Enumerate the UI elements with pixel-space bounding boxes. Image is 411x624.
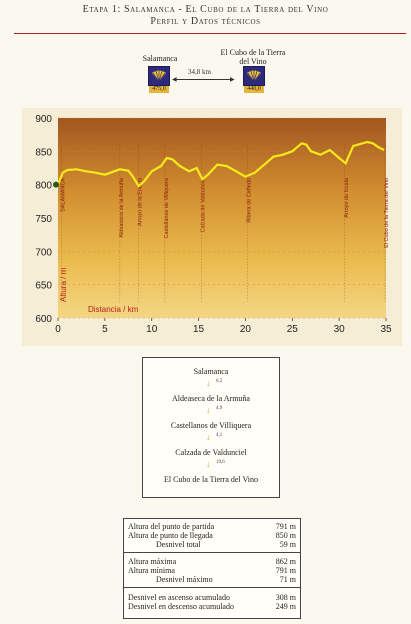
y-tick-label: 750 (35, 214, 52, 225)
x-tick-label: 30 (334, 324, 346, 335)
route-segment-1: 6,2 (216, 379, 223, 384)
route-stop-1: Salamanca (193, 367, 229, 376)
header-divider (14, 33, 406, 34)
y-axis-label: Altura / m (59, 267, 68, 302)
stat-value: 791 m (275, 566, 296, 575)
stat-label: Altura de punto de llegada (128, 531, 213, 540)
x-tick-label: 25 (287, 324, 299, 335)
stat-label: Desnivel máximo (156, 575, 213, 584)
stat-row: Altura mínima 791 m (128, 566, 296, 575)
route-list-box: Salamanca ↓ 6,2 Aldeaseca de la Armuña ↓… (142, 357, 280, 498)
route-stop-3: Castellanos de Villiquera (170, 421, 252, 430)
route-segment-4: 19,6 (216, 460, 225, 465)
waypoint-annotation: SALAMANCA (61, 178, 67, 212)
arrow-right-icon: ▶ (230, 77, 235, 83)
stat-label: Altura mínima (128, 566, 175, 575)
waypoint-annotation: Castellanos de Villiquera (164, 177, 170, 238)
arrow-down-icon: ↓ (206, 432, 211, 442)
technical-data-box: Altura del punto de partida 791 m Altura… (123, 518, 301, 619)
stat-row: Altura máxima 862 m (128, 557, 296, 566)
route-segment-2: 4,9 (216, 406, 223, 411)
route-stop-2: Aldeaseca de la Armuña (172, 394, 250, 403)
y-tick-label: 850 (35, 147, 52, 158)
start-place-name: Salamanca (142, 54, 178, 63)
route-segment-3: 4,1 (216, 433, 223, 438)
stats-divider (124, 587, 300, 588)
y-tick-label: 900 (35, 114, 52, 125)
x-tick-label: 15 (193, 324, 205, 335)
arrow-down-icon: ↓ (206, 378, 211, 388)
stat-label: Desnivel en ascenso acumulado (128, 593, 230, 602)
plot-area (58, 118, 386, 318)
route-stop-5: El Cubo de la Tierra del Vino (163, 475, 259, 484)
start-scallop-shell-icon (148, 66, 170, 86)
distance-arrow (176, 79, 232, 80)
stat-value: 308 m (275, 593, 296, 602)
stage-title: Etapa 1: Salamanca - El Cubo de la Tierr… (82, 4, 329, 15)
x-tick-label: 20 (240, 324, 252, 335)
end-place-name: El Cubo de la Tierra del Vino (220, 48, 286, 66)
x-tick-label: 35 (380, 324, 392, 335)
x-tick-label: 10 (146, 324, 158, 335)
elevation-line (56, 140, 385, 188)
elevation-profile-chart: SALAMANCA Aldeaseca de la Armuña Arroyo de… (22, 108, 402, 346)
stats-divider (124, 552, 300, 553)
stat-value: 59 m (279, 540, 296, 549)
x-axis-label: Distancia / km (88, 305, 139, 314)
stat-row: Desnivel en descenso acumulado 249 m (128, 602, 296, 611)
route-stop-4: Calzada de Valdunciel (175, 448, 247, 457)
y-tick-label: 650 (35, 281, 52, 292)
stat-row: Desnivel total 59 m (128, 540, 296, 549)
arrow-down-icon: ↓ (206, 405, 211, 415)
stat-value: 71 m (279, 575, 296, 584)
stat-label: Desnivel en descenso acumulado (128, 602, 234, 611)
end-scallop-shell-icon (243, 66, 265, 86)
waypoint-annotation: Arroyo de la Encina (138, 177, 144, 226)
stage-subtitle: Perfil y Datos técnicos (150, 16, 261, 27)
stat-value: 791 m (275, 522, 296, 531)
waypoint-annotation: Ribera de Cañedo (246, 178, 252, 223)
stat-row: Altura del punto de partida 791 m (128, 522, 296, 531)
stat-value: 850 m (275, 531, 296, 540)
y-tick-label: 800 (35, 181, 52, 192)
stat-value: 862 m (275, 557, 296, 566)
stat-label: Desnivel total (156, 540, 201, 549)
stat-row: Desnivel máximo 71 m (128, 575, 296, 584)
stat-row: Altura de punto de llegada 850 m (128, 531, 296, 540)
stat-label: Altura del punto de partida (128, 522, 215, 531)
x-tick-label: 0 (55, 324, 61, 335)
waypoint-annotation: Arroyo de Izcala (344, 177, 350, 218)
start-km-badge: 475,0 (149, 86, 169, 93)
stage-distance: 34,8 km (188, 68, 211, 76)
end-km-badge: 440,0 (244, 86, 264, 93)
arrow-down-icon: ↓ (206, 459, 211, 469)
waypoint-annotation: El Cubo de la Tierra del Vino (384, 178, 390, 248)
x-tick-label: 5 (102, 324, 108, 335)
stat-label: Altura máxima (128, 557, 177, 566)
stat-row: Desnivel en ascenso acumulado 308 m (128, 593, 296, 602)
y-tick-label: 700 (35, 247, 52, 258)
waypoint-annotation: Aldeaseca de la Armuña (119, 177, 125, 238)
start-point-marker (53, 181, 59, 188)
waypoint-annotation: Calzada de Valdunciel (200, 178, 206, 232)
stat-value: 249 m (275, 602, 296, 611)
y-tick-label: 600 (35, 314, 52, 325)
page-header: Etapa 1: Salamanca - El Cubo de la Tierr… (0, 4, 411, 27)
arrow-left-icon: ◀ (172, 77, 177, 83)
